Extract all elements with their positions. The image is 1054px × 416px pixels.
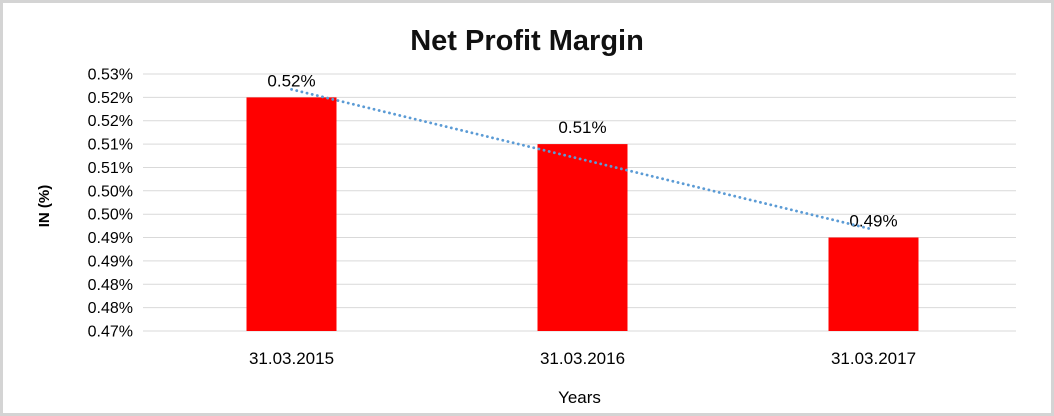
y-tick-label: 0.51% [88, 160, 133, 177]
y-tick-label: 0.50% [88, 183, 133, 200]
y-tick-label: 0.49% [88, 230, 133, 247]
bar [828, 237, 919, 331]
plot-area: 0.53% 0.52% 0.52% 0.51% 0.51% 0.50% 0.50% 0.49%… [36, 67, 1016, 407]
bar [537, 144, 628, 331]
x-tick-label: 31.03.2015 [249, 349, 334, 368]
x-tick-label: 31.03.2016 [540, 349, 625, 368]
y-tick-label: 0.49% [88, 253, 133, 270]
y-tick-label: 0.50% [88, 207, 133, 224]
y-tick-label: 0.51% [88, 137, 133, 154]
x-tick-label: 31.03.2017 [831, 349, 916, 368]
bar-data-label: 0.52% [267, 71, 315, 90]
y-tick-label: 0.48% [88, 300, 133, 317]
x-axis-title: Years [558, 388, 601, 407]
y-tick-label: 0.52% [88, 90, 133, 107]
y-tick-label: 0.53% [88, 67, 133, 84]
y-axis-title: IN (%) [36, 185, 53, 228]
y-tick-label: 0.48% [88, 277, 133, 294]
bar-data-label: 0.49% [849, 212, 897, 231]
y-tick-label: 0.47% [88, 324, 133, 341]
chart-title: Net Profit Margin [410, 25, 644, 57]
y-tick-label: 0.52% [88, 113, 133, 130]
bar-data-label: 0.51% [558, 118, 606, 137]
bar [246, 97, 337, 332]
trendline [290, 88, 875, 232]
